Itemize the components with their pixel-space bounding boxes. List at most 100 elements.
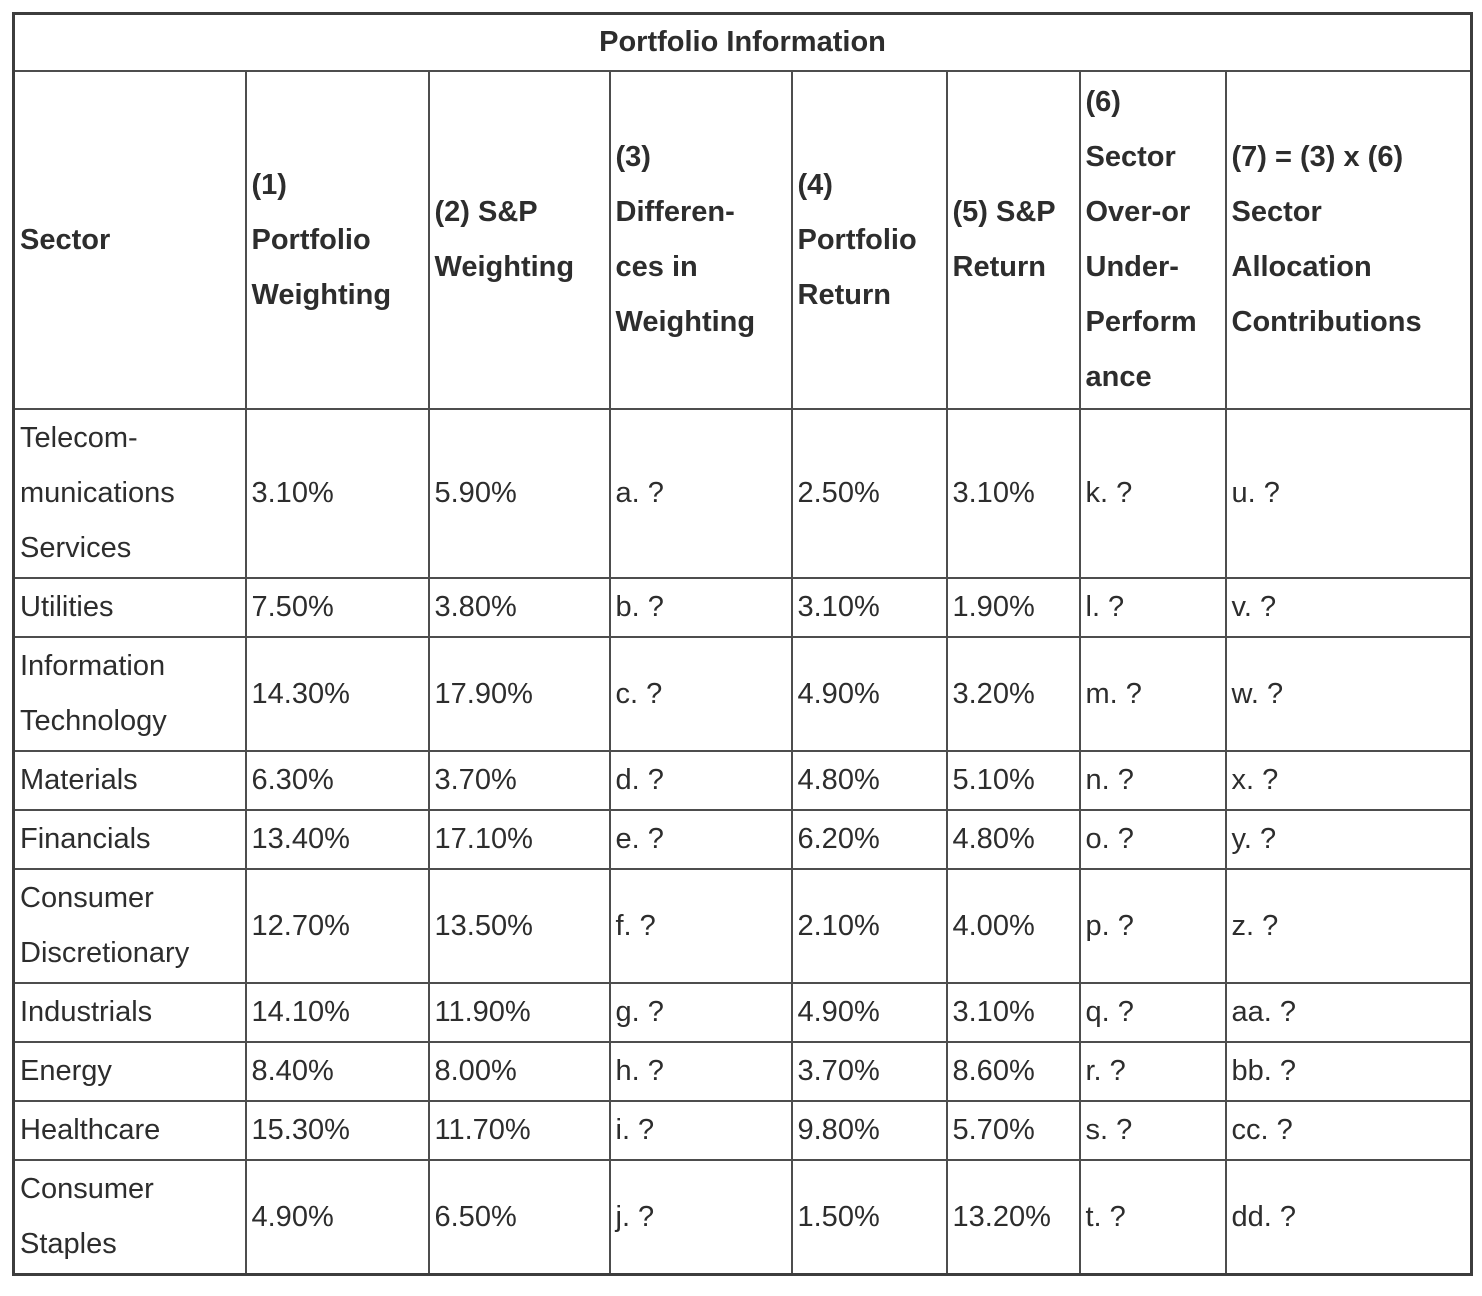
sp-weighting-cell: 3.70% (427, 750, 611, 811)
over-under-performance-cell: t. ? (1078, 1159, 1227, 1276)
sp-weighting-cell: 17.10% (427, 809, 611, 870)
table-row: Financials 13.40% 17.10% e. ? 6.20% 4.80… (12, 809, 1473, 870)
portfolio-return-cell: 1.50% (790, 1159, 948, 1276)
sp-return-cell: 4.80% (945, 809, 1081, 870)
table-body: Telecom- munications Services 3.10% 5.90… (12, 408, 1473, 1276)
sector-cell: Utilities (12, 577, 247, 638)
portfolio-return-cell: 4.90% (790, 636, 948, 752)
sp-return-cell: 3.20% (945, 636, 1081, 752)
portfolio-return-cell: 2.50% (790, 408, 948, 579)
sp-weighting-cell: 17.90% (427, 636, 611, 752)
allocation-contribution-cell: w. ? (1224, 636, 1473, 752)
portfolio-weighting-cell: 13.40% (244, 809, 430, 870)
table-row: Consumer Discretionary 12.70% 13.50% f. … (12, 868, 1473, 984)
difference-weighting-cell: h. ? (608, 1041, 793, 1102)
table-row: Energy 8.40% 8.00% h. ? 3.70% 8.60% r. ?… (12, 1041, 1473, 1102)
sector-cell: Materials (12, 750, 247, 811)
allocation-contribution-cell: z. ? (1224, 868, 1473, 984)
column-header-differences-weighting: (3) Differen- ces in Weighting (608, 70, 793, 410)
portfolio-weighting-cell: 8.40% (244, 1041, 430, 1102)
column-header-sp-return: (5) S&P Return (945, 70, 1081, 410)
sector-cell: Information Technology (12, 636, 247, 752)
sector-cell: Industrials (12, 982, 247, 1043)
difference-weighting-cell: c. ? (608, 636, 793, 752)
over-under-performance-cell: s. ? (1078, 1100, 1227, 1161)
allocation-contribution-cell: u. ? (1224, 408, 1473, 579)
sp-weighting-cell: 13.50% (427, 868, 611, 984)
over-under-performance-cell: p. ? (1078, 868, 1227, 984)
portfolio-weighting-cell: 7.50% (244, 577, 430, 638)
over-under-performance-cell: n. ? (1078, 750, 1227, 811)
sp-return-cell: 8.60% (945, 1041, 1081, 1102)
portfolio-weighting-cell: 14.10% (244, 982, 430, 1043)
sp-return-cell: 13.20% (945, 1159, 1081, 1276)
portfolio-weighting-cell: 4.90% (244, 1159, 430, 1276)
sector-cell: Healthcare (12, 1100, 247, 1161)
sp-return-cell: 3.10% (945, 982, 1081, 1043)
sector-cell: Consumer Staples (12, 1159, 247, 1276)
table-title-row: Portfolio Information (12, 12, 1473, 72)
sp-weighting-cell: 8.00% (427, 1041, 611, 1102)
table-head: Portfolio Information Sector (1) Portfol… (12, 12, 1473, 410)
portfolio-return-cell: 9.80% (790, 1100, 948, 1161)
sp-weighting-cell: 3.80% (427, 577, 611, 638)
sp-weighting-cell: 11.90% (427, 982, 611, 1043)
sector-cell: Telecom- munications Services (12, 408, 247, 579)
portfolio-weighting-cell: 15.30% (244, 1100, 430, 1161)
difference-weighting-cell: i. ? (608, 1100, 793, 1161)
over-under-performance-cell: m. ? (1078, 636, 1227, 752)
sector-cell: Consumer Discretionary (12, 868, 247, 984)
allocation-contribution-cell: bb. ? (1224, 1041, 1473, 1102)
difference-weighting-cell: g. ? (608, 982, 793, 1043)
column-header-sector: Sector (12, 70, 247, 410)
difference-weighting-cell: d. ? (608, 750, 793, 811)
column-header-allocation-contributions: (7) = (3) x (6) Sector Allocation Contri… (1224, 70, 1473, 410)
portfolio-return-cell: 2.10% (790, 868, 948, 984)
table-row: Healthcare 15.30% 11.70% i. ? 9.80% 5.70… (12, 1100, 1473, 1161)
portfolio-weighting-cell: 6.30% (244, 750, 430, 811)
allocation-contribution-cell: v. ? (1224, 577, 1473, 638)
portfolio-weighting-cell: 14.30% (244, 636, 430, 752)
sp-return-cell: 5.70% (945, 1100, 1081, 1161)
allocation-contribution-cell: x. ? (1224, 750, 1473, 811)
sp-return-cell: 3.10% (945, 408, 1081, 579)
table-row: Telecom- munications Services 3.10% 5.90… (12, 408, 1473, 579)
sp-weighting-cell: 11.70% (427, 1100, 611, 1161)
table-title: Portfolio Information (12, 12, 1473, 72)
difference-weighting-cell: a. ? (608, 408, 793, 579)
sp-weighting-cell: 5.90% (427, 408, 611, 579)
sector-cell: Financials (12, 809, 247, 870)
sector-cell: Energy (12, 1041, 247, 1102)
table-row: Materials 6.30% 3.70% d. ? 4.80% 5.10% n… (12, 750, 1473, 811)
allocation-contribution-cell: aa. ? (1224, 982, 1473, 1043)
portfolio-weighting-cell: 3.10% (244, 408, 430, 579)
portfolio-return-cell: 6.20% (790, 809, 948, 870)
portfolio-return-cell: 4.80% (790, 750, 948, 811)
table-row: Information Technology 14.30% 17.90% c. … (12, 636, 1473, 752)
column-header-portfolio-weighting: (1) Portfolio Weighting (244, 70, 430, 410)
allocation-contribution-cell: y. ? (1224, 809, 1473, 870)
sp-weighting-cell: 6.50% (427, 1159, 611, 1276)
over-under-performance-cell: r. ? (1078, 1041, 1227, 1102)
difference-weighting-cell: f. ? (608, 868, 793, 984)
difference-weighting-cell: e. ? (608, 809, 793, 870)
difference-weighting-cell: j. ? (608, 1159, 793, 1276)
difference-weighting-cell: b. ? (608, 577, 793, 638)
portfolio-return-cell: 4.90% (790, 982, 948, 1043)
column-header-portfolio-return: (4) Portfolio Return (790, 70, 948, 410)
over-under-performance-cell: q. ? (1078, 982, 1227, 1043)
over-under-performance-cell: l. ? (1078, 577, 1227, 638)
sp-return-cell: 4.00% (945, 868, 1081, 984)
portfolio-return-cell: 3.10% (790, 577, 948, 638)
column-header-sp-weighting: (2) S&P Weighting (427, 70, 611, 410)
portfolio-return-cell: 3.70% (790, 1041, 948, 1102)
table-header-row: Sector (1) Portfolio Weighting (2) S&P W… (12, 70, 1473, 410)
portfolio-information-table: Portfolio Information Sector (1) Portfol… (12, 12, 1473, 1276)
over-under-performance-cell: o. ? (1078, 809, 1227, 870)
table-row: Utilities 7.50% 3.80% b. ? 3.10% 1.90% l… (12, 577, 1473, 638)
over-under-performance-cell: k. ? (1078, 408, 1227, 579)
sp-return-cell: 1.90% (945, 577, 1081, 638)
allocation-contribution-cell: cc. ? (1224, 1100, 1473, 1161)
table-row: Industrials 14.10% 11.90% g. ? 4.90% 3.1… (12, 982, 1473, 1043)
allocation-contribution-cell: dd. ? (1224, 1159, 1473, 1276)
